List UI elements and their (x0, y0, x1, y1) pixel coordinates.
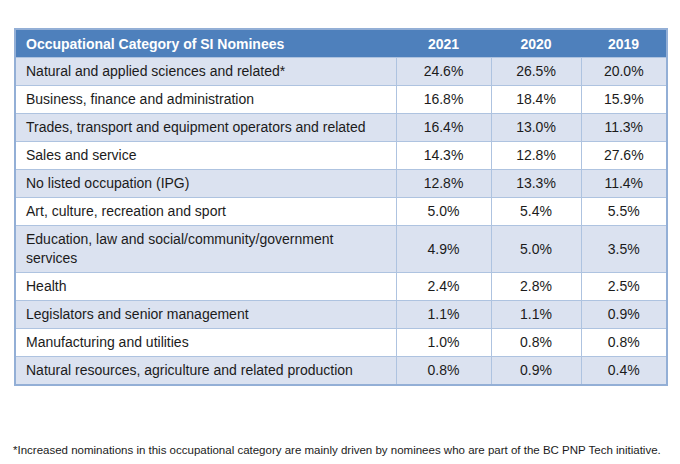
value-cell: 0.9% (491, 357, 581, 386)
table-row: Natural and applied sciences and related… (15, 58, 667, 86)
category-cell: Natural resources, agriculture and relat… (15, 357, 396, 386)
value-cell: 0.8% (396, 357, 491, 386)
header-row: Occupational Category of SI Nominees 202… (15, 29, 667, 58)
table-row: Natural resources, agriculture and relat… (15, 357, 667, 386)
value-cell: 13.3% (491, 170, 581, 198)
table-row: Education, law and social/community/gove… (15, 226, 667, 273)
footnote-text: *Increased nominations in this occupatio… (13, 443, 673, 457)
table-row: Legislators and senior management1.1%1.1… (15, 301, 667, 329)
category-cell: Trades, transport and equipment operator… (15, 114, 396, 142)
table-row: Manufacturing and utilities1.0%0.8%0.8% (15, 329, 667, 357)
table-header: Occupational Category of SI Nominees 202… (15, 29, 667, 58)
value-cell: 26.5% (491, 58, 581, 86)
value-cell: 5.5% (581, 198, 667, 226)
value-cell: 3.5% (581, 226, 667, 273)
value-cell: 0.9% (581, 301, 667, 329)
category-cell: Health (15, 273, 396, 301)
header-category: Occupational Category of SI Nominees (15, 29, 396, 58)
header-year-2021: 2021 (396, 29, 491, 58)
value-cell: 2.8% (491, 273, 581, 301)
value-cell: 13.0% (491, 114, 581, 142)
value-cell: 5.0% (396, 198, 491, 226)
category-cell: Natural and applied sciences and related… (15, 58, 396, 86)
value-cell: 2.5% (581, 273, 667, 301)
header-year-2020: 2020 (491, 29, 581, 58)
table-row: Sales and service14.3%12.8%27.6% (15, 142, 667, 170)
category-cell: Sales and service (15, 142, 396, 170)
nominees-occupation-table: Occupational Category of SI Nominees 202… (14, 28, 668, 386)
value-cell: 16.8% (396, 86, 491, 114)
value-cell: 2.4% (396, 273, 491, 301)
report-page: Occupational Category of SI Nominees 202… (0, 0, 680, 464)
table-row: Health2.4%2.8%2.5% (15, 273, 667, 301)
table-row: Art, culture, recreation and sport5.0%5.… (15, 198, 667, 226)
value-cell: 0.8% (491, 329, 581, 357)
value-cell: 12.8% (491, 142, 581, 170)
value-cell: 4.9% (396, 226, 491, 273)
table-body: Natural and applied sciences and related… (15, 58, 667, 386)
value-cell: 1.1% (396, 301, 491, 329)
value-cell: 18.4% (491, 86, 581, 114)
value-cell: 15.9% (581, 86, 667, 114)
value-cell: 11.3% (581, 114, 667, 142)
value-cell: 27.6% (581, 142, 667, 170)
value-cell: 24.6% (396, 58, 491, 86)
category-cell: Business, finance and administration (15, 86, 396, 114)
value-cell: 12.8% (396, 170, 491, 198)
value-cell: 11.4% (581, 170, 667, 198)
value-cell: 0.8% (581, 329, 667, 357)
value-cell: 5.0% (491, 226, 581, 273)
value-cell: 14.3% (396, 142, 491, 170)
value-cell: 1.1% (491, 301, 581, 329)
value-cell: 5.4% (491, 198, 581, 226)
category-cell: Manufacturing and utilities (15, 329, 396, 357)
category-cell: Legislators and senior management (15, 301, 396, 329)
header-year-2019: 2019 (581, 29, 667, 58)
value-cell: 0.4% (581, 357, 667, 386)
category-cell: No listed occupation (IPG) (15, 170, 396, 198)
value-cell: 1.0% (396, 329, 491, 357)
value-cell: 16.4% (396, 114, 491, 142)
table-row: No listed occupation (IPG)12.8%13.3%11.4… (15, 170, 667, 198)
table-row: Trades, transport and equipment operator… (15, 114, 667, 142)
table-row: Business, finance and administration16.8… (15, 86, 667, 114)
value-cell: 20.0% (581, 58, 667, 86)
category-cell: Education, law and social/community/gove… (15, 226, 396, 273)
category-cell: Art, culture, recreation and sport (15, 198, 396, 226)
